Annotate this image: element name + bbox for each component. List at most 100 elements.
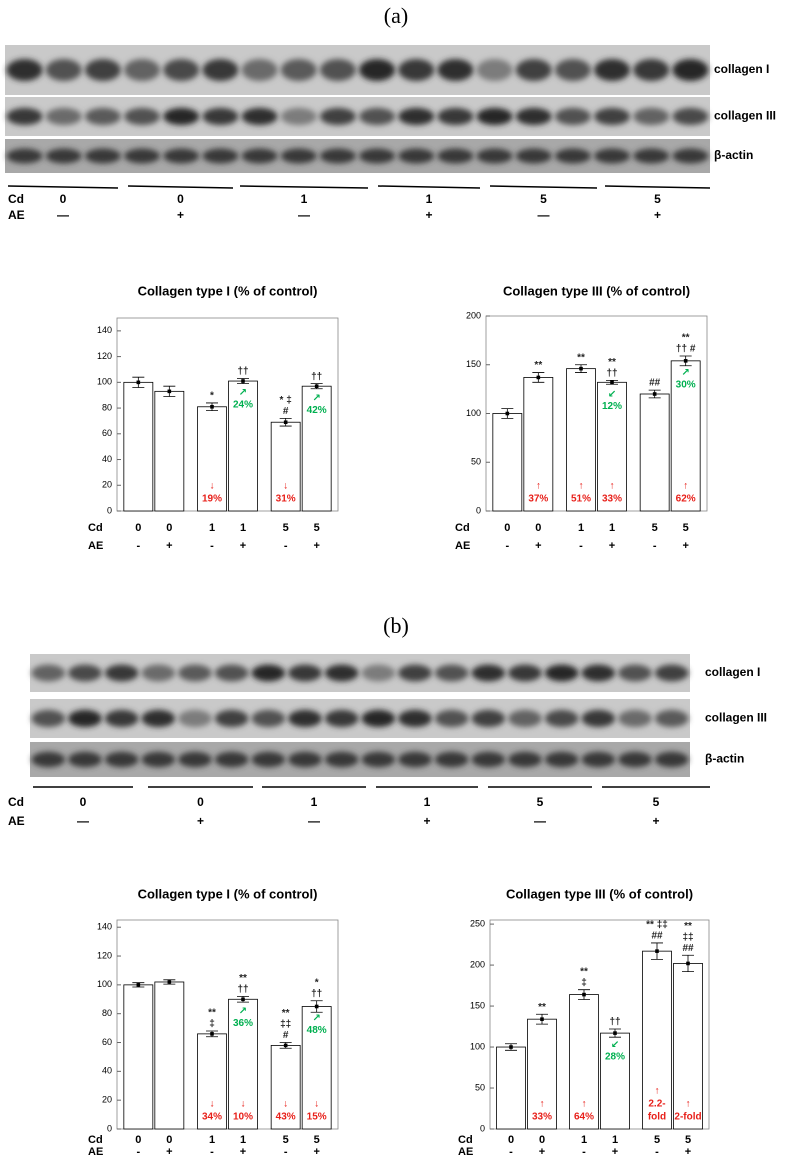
x-sub-label: - — [509, 1146, 513, 1158]
bar — [496, 1046, 526, 1130]
mean-dot — [579, 366, 583, 371]
blot-band — [319, 59, 356, 81]
x-tick-label: 1 — [578, 522, 584, 534]
ae-lane-label: — — [534, 814, 546, 828]
blot-band — [141, 751, 176, 768]
change-label: ↑ — [686, 1099, 691, 1110]
panel-label: (b) — [383, 613, 409, 638]
mean-dot — [505, 411, 510, 416]
chart-title: Collagen type I (% of control) — [138, 886, 318, 901]
lane-group-line — [7, 185, 119, 189]
mean-dot — [210, 1032, 214, 1036]
row-label: Cd — [8, 192, 24, 206]
blot-band — [104, 709, 139, 728]
y-tick-label: 0 — [107, 1123, 112, 1133]
change-label: ↙ — [608, 389, 616, 400]
blot-strip — [5, 97, 710, 136]
change-label: 24% — [233, 400, 253, 411]
bar — [492, 413, 523, 512]
blot-band — [471, 709, 506, 728]
blot-band — [361, 751, 396, 768]
blot-band — [124, 107, 161, 126]
blot-band — [319, 148, 356, 164]
blot-band — [280, 107, 317, 126]
mean-dot — [210, 404, 214, 409]
y-tick-label: 150 — [470, 1000, 485, 1010]
change-label: 37% — [528, 494, 548, 505]
x-sub-label: - — [579, 540, 583, 552]
blot-band — [241, 59, 278, 81]
row-label: Cd — [88, 1134, 103, 1146]
x-tick-label: 5 — [654, 1134, 660, 1146]
blot-band — [437, 148, 474, 164]
blot-strip — [30, 654, 690, 692]
blot-band — [31, 709, 66, 728]
blot-band — [508, 709, 542, 728]
blot-band — [434, 751, 469, 768]
change-label: 30% — [676, 379, 696, 390]
change-label: 51% — [571, 494, 591, 505]
blot-band — [398, 148, 435, 164]
blot-band — [31, 664, 66, 682]
change-label: ↑ — [683, 481, 688, 492]
blot-band — [202, 148, 239, 164]
blot-band — [178, 709, 212, 728]
x-sub-label: - — [653, 540, 657, 552]
significance-label: ## — [682, 943, 694, 954]
blot-band — [476, 107, 513, 126]
significance-label: †† — [237, 366, 248, 377]
x-tick-label: 5 — [683, 522, 689, 534]
x-tick-label: 5 — [283, 1134, 289, 1146]
blot-band — [361, 709, 396, 728]
blot-strip — [30, 699, 690, 738]
mean-dot — [686, 961, 690, 966]
bar — [301, 385, 332, 512]
change-label: 33% — [602, 494, 622, 505]
change-label: 28% — [605, 1052, 625, 1063]
blot-band — [471, 751, 506, 768]
blot-band — [515, 148, 552, 164]
change-label: ↑ — [536, 481, 541, 492]
blot-band — [508, 751, 542, 768]
significance-label: ‡‡ — [280, 1019, 291, 1030]
x-tick-label: 5 — [685, 1134, 691, 1146]
change-label: 42% — [307, 405, 327, 416]
blot-band — [434, 709, 469, 728]
blot-band — [618, 751, 652, 768]
blot-band — [471, 664, 506, 682]
blot-label: collagen I — [714, 62, 769, 76]
bar — [566, 368, 596, 512]
change-label: ↓ — [210, 481, 215, 492]
y-tick-label: 140 — [97, 922, 112, 932]
x-sub-label: - — [210, 1146, 214, 1158]
blot-band — [214, 751, 249, 768]
plot-frame — [489, 919, 710, 1130]
cd-lane-label: 1 — [424, 795, 431, 809]
significance-label: ‡ — [581, 977, 587, 988]
chart-title: Collagen type III (% of control) — [506, 886, 693, 901]
row-label: AE — [88, 540, 103, 552]
bar — [600, 1032, 630, 1130]
change-label: ↑ — [579, 481, 584, 492]
ae-lane-label: — — [308, 814, 320, 828]
mean-dot — [241, 997, 245, 1002]
blot-band — [654, 751, 689, 768]
bar — [123, 381, 154, 512]
ae-lane-label: — — [77, 814, 89, 828]
blot-band — [654, 709, 689, 728]
x-sub-label: - — [655, 1146, 659, 1158]
blot-band — [476, 148, 513, 164]
bar — [197, 406, 227, 512]
x-tick-label: 5 — [314, 522, 320, 534]
blot-band — [437, 107, 474, 126]
blot-band — [476, 59, 513, 81]
blot-band — [6, 59, 43, 81]
cd-lane-label: 0 — [80, 795, 87, 809]
x-sub-label: + — [166, 1146, 172, 1158]
mean-dot — [283, 420, 288, 425]
x-tick-label: 0 — [135, 1134, 141, 1146]
x-sub-label: + — [535, 540, 541, 552]
blot-band — [214, 664, 249, 682]
y-tick-label: 20 — [102, 1095, 112, 1105]
change-label: 62% — [676, 494, 696, 505]
